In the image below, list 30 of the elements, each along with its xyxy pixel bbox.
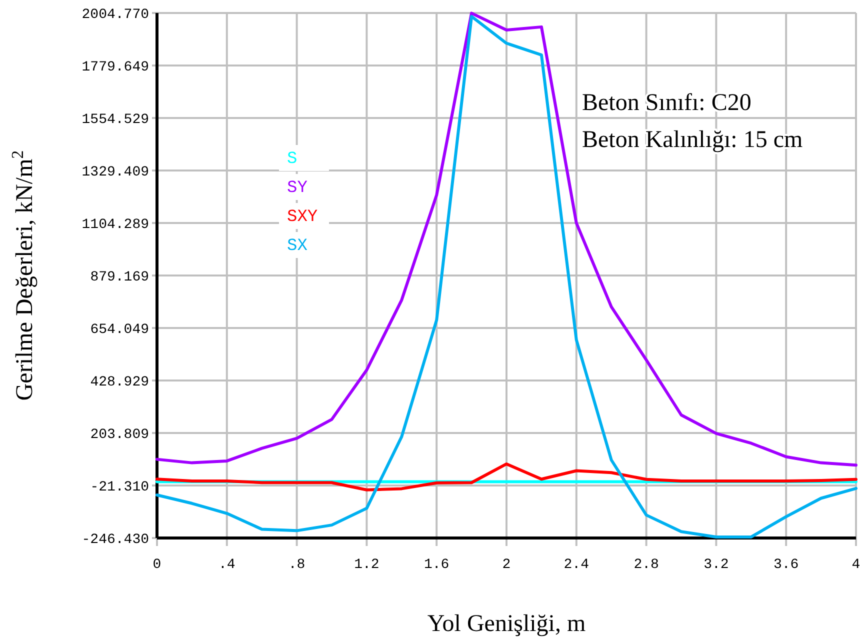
x-tick-label: 3.2 [704,557,729,573]
annotation: Beton Kalınlığı: 15 cm [582,127,803,153]
y-tick-label: 1779.649 [82,59,149,76]
x-tick-label: 2.4 [564,557,590,573]
x-tick-label: 4 [852,557,860,573]
y-tick-label: 1329.409 [82,164,149,180]
y-tick-label: 1104.289 [82,216,149,233]
x-tick-label: 1.2 [354,557,380,573]
y-tick-label: -246.430 [82,532,149,548]
y-tick-label: 654.049 [90,322,149,338]
x-axis-title: Yol Genişliği, m [427,611,586,637]
x-tick-label: .8 [288,557,306,573]
y-tick-label: -21.310 [90,479,149,496]
y-tick-label: 1554.529 [82,112,149,128]
y-tick-label: 879.169 [90,269,149,286]
x-tick-label: 2 [502,557,511,573]
y-tick-label: 428.929 [90,374,149,390]
x-tick-label: .4 [218,557,236,573]
text: S [287,150,298,169]
x-tick-label: 0 [152,557,162,573]
annotation: Beton Sınıfı: C20 [582,90,752,116]
x-tick-label: 1.6 [424,557,450,573]
x-tick-label: 2.8 [634,557,659,573]
x-tick-label: 3.6 [773,557,799,573]
y-tick-label: 2004.770 [82,6,149,23]
text: SXY [287,208,318,227]
line-series [156,462,858,492]
text: SX [287,237,308,256]
text: SY [287,179,308,198]
y-tick-label: 203.809 [90,426,149,443]
